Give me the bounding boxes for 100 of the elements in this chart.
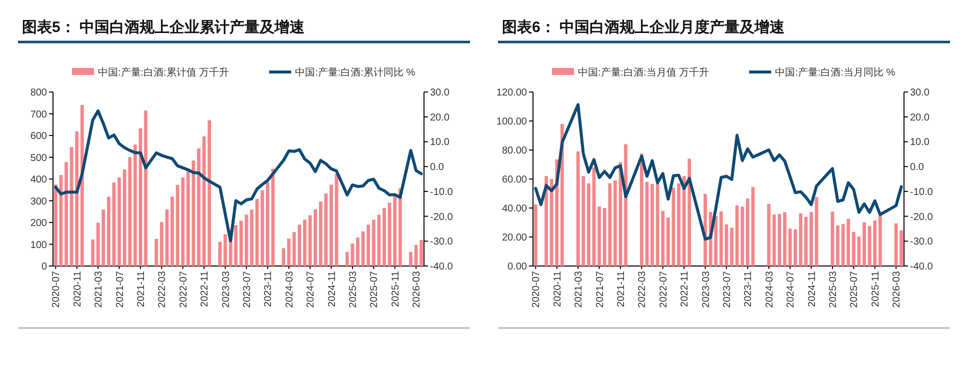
y-tick-label: 400 — [30, 174, 48, 186]
bar — [852, 232, 856, 266]
y2-tick-label: -20.0 — [430, 212, 454, 223]
bar — [345, 252, 349, 266]
bar — [292, 232, 296, 266]
bar — [170, 196, 174, 266]
bar — [303, 220, 306, 266]
bar — [239, 220, 243, 266]
x-tick-label: 2023-07 — [722, 270, 733, 308]
y2-tick-label: 10.0 — [430, 137, 450, 148]
bar — [704, 194, 707, 266]
legend-label: 中国:产量:白酒:当月值 万千升 — [578, 66, 710, 78]
bar — [128, 157, 132, 266]
x-tick-label: 2024-03 — [284, 270, 296, 308]
x-tick-label: 2022-03 — [157, 270, 168, 308]
bar — [772, 214, 776, 266]
x-tick-label: 2023-11 — [263, 270, 274, 307]
y2-tick-label: 30.0 — [910, 88, 930, 98]
chart-title: 图表6： 中国白酒规上企业月度产量及增速 — [502, 18, 786, 36]
y-tick-label: 600 — [30, 131, 48, 142]
x-tick-label: 2021-11 — [616, 270, 627, 307]
bar — [234, 225, 238, 266]
bar — [186, 170, 190, 266]
bar — [794, 229, 798, 266]
bar — [409, 252, 412, 266]
x-tick-label: 2021-11 — [136, 270, 147, 307]
x-tick-label: 2022-11 — [200, 270, 211, 307]
bar — [197, 148, 200, 266]
y2-tick-label: -40.0 — [910, 262, 934, 272]
bar — [266, 182, 270, 266]
y-tick-label: 60.00 — [502, 174, 528, 186]
bar — [181, 177, 185, 266]
x-tick-label: 2025-11 — [870, 270, 882, 307]
bar — [650, 184, 654, 266]
y2-tick-label: 20.0 — [430, 112, 450, 124]
bar — [677, 183, 680, 266]
bar — [534, 204, 538, 266]
bar — [64, 162, 68, 266]
x-tick-label: 2023-03 — [700, 270, 712, 308]
x-tick-label: 2024-03 — [764, 270, 776, 308]
x-tick-label: 2023-07 — [242, 270, 253, 308]
x-tick-label: 2024-07 — [306, 270, 317, 308]
x-tick-label: 2026-03 — [892, 270, 903, 308]
bar — [661, 210, 665, 266]
bar — [598, 206, 601, 266]
bar — [862, 222, 866, 266]
bar — [714, 216, 718, 266]
bar — [900, 230, 904, 266]
bar — [54, 184, 58, 266]
legend-label: 中国:产量:白酒:累计值 万千升 — [98, 66, 230, 78]
bar — [102, 210, 106, 266]
bar — [640, 154, 644, 266]
line-series — [534, 103, 903, 241]
x-tick-label: 2025-07 — [849, 270, 860, 308]
bar — [318, 202, 322, 266]
bar — [91, 239, 94, 266]
bar — [582, 176, 586, 266]
bar — [382, 208, 386, 266]
y2-tick-label: 0.0 — [910, 162, 924, 174]
y2-tick-label: 20.0 — [910, 112, 930, 124]
bar — [746, 198, 750, 266]
y-tick-label: 200 — [30, 218, 48, 229]
y-tick-label: 700 — [30, 109, 48, 120]
x-tick-label: 2023-03 — [220, 270, 232, 308]
bar — [133, 144, 137, 266]
bar — [154, 238, 158, 266]
bar — [730, 228, 734, 266]
bar — [688, 158, 692, 266]
y2-tick-label: -20.0 — [910, 212, 934, 223]
x-tick-label: 2020-11 — [552, 270, 564, 307]
bar — [314, 209, 318, 266]
bar — [160, 222, 164, 266]
y-tick-label: 500 — [30, 152, 48, 164]
x-tick-label: 2021-03 — [94, 270, 105, 308]
bar — [106, 196, 110, 266]
y2-tick-label: 0.0 — [430, 162, 444, 174]
x-tick-label: 2025-11 — [390, 270, 402, 307]
x-tick-label: 2020-07 — [531, 270, 542, 308]
bar — [798, 214, 802, 266]
bar — [846, 218, 850, 266]
y-tick-label: 80.00 — [502, 146, 528, 156]
legend-label: 中国:产量:白酒:当月同比 % — [775, 66, 896, 78]
y2-tick-label: -10.0 — [910, 186, 934, 198]
y-tick-label: 100.00 — [496, 116, 528, 128]
x-tick-label: 2021-07 — [114, 270, 126, 308]
line-series — [54, 109, 423, 242]
bar — [393, 196, 397, 266]
bar — [613, 180, 617, 266]
x-tick-label: 2020-07 — [51, 270, 62, 308]
bar — [80, 105, 84, 266]
y2-tick-label: 30.0 — [430, 88, 450, 98]
y-tick-label: 40.00 — [502, 204, 528, 214]
x-tick-label: 2022-07 — [658, 270, 670, 308]
x-tick-label: 2025-03 — [828, 270, 839, 308]
chart-title: 图表5： 中国白酒规上企业累计产量及增速 — [22, 19, 306, 36]
x-tick-label: 2024-07 — [786, 270, 797, 308]
y-tick-label: 300 — [30, 196, 48, 208]
bar — [878, 215, 882, 266]
bar — [366, 224, 370, 266]
bar — [810, 212, 813, 266]
